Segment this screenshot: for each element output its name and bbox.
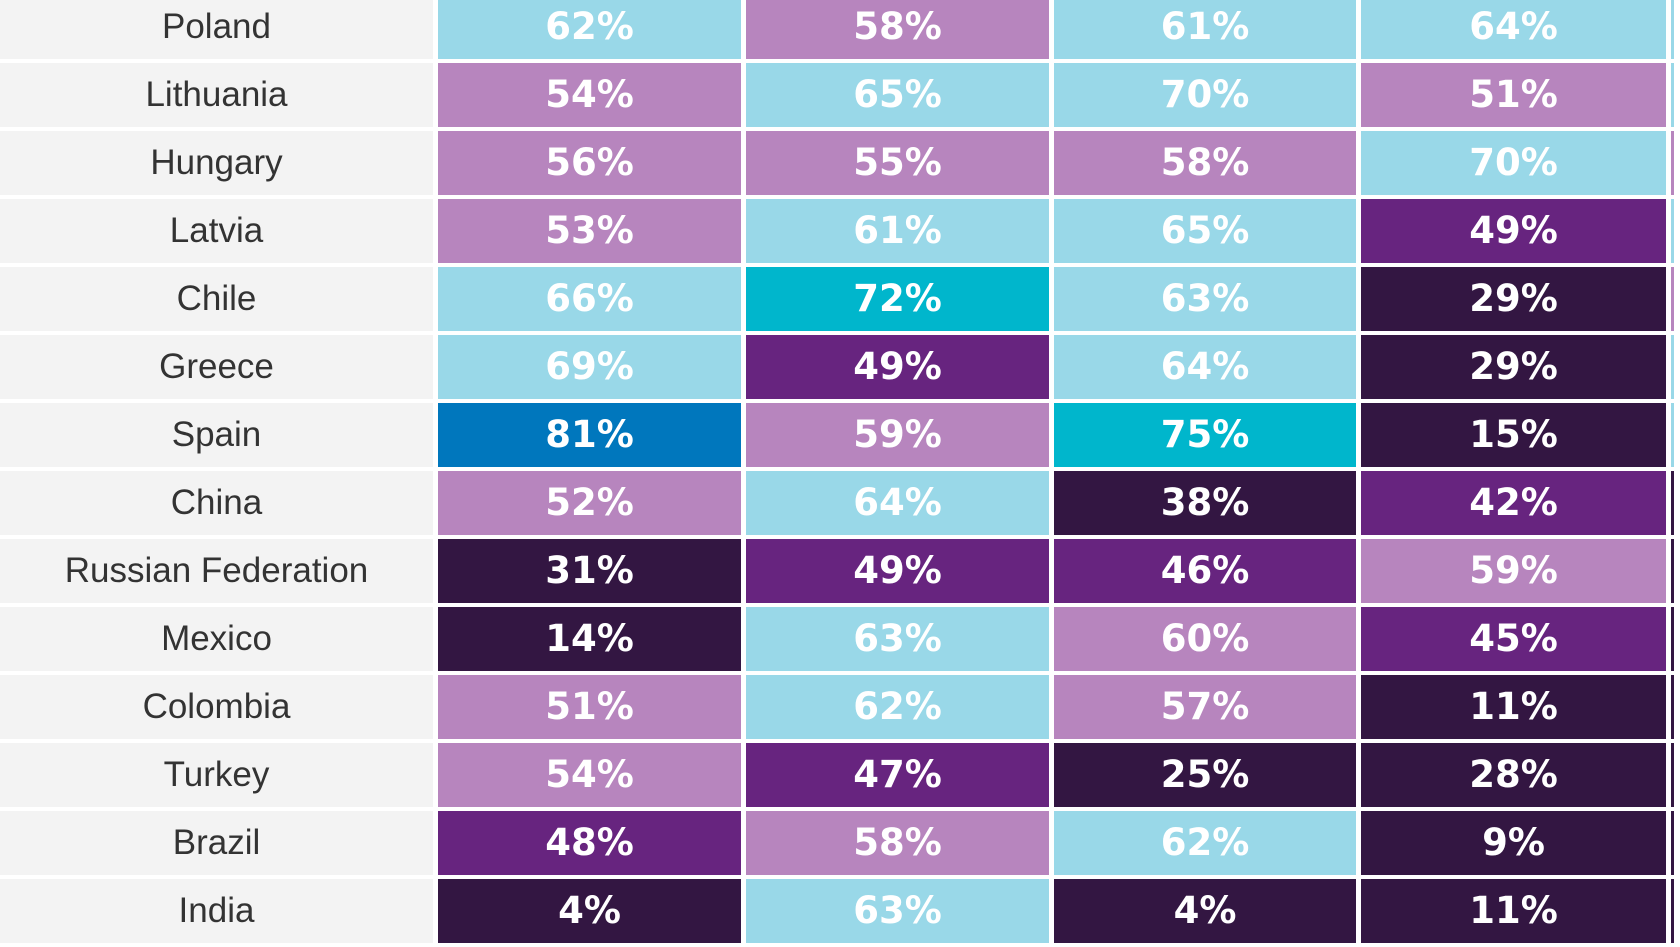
- value-cell: 51%: [438, 675, 741, 739]
- value-cell: 62%: [1054, 811, 1356, 875]
- value-cell: 48%: [438, 811, 741, 875]
- table-row: India 4% 63% 4% 11%: [0, 879, 1680, 947]
- value-cell: 53%: [438, 199, 741, 263]
- value-cell: 11%: [1361, 675, 1666, 739]
- cropped-column-edge: [1671, 199, 1680, 263]
- country-label: Brazil: [0, 811, 438, 875]
- table-row: Spain 81% 59% 75% 15%: [0, 403, 1680, 471]
- table-row: Turkey 54% 47% 25% 28%: [0, 743, 1680, 811]
- value-cell: 65%: [746, 63, 1049, 127]
- value-cell: 49%: [746, 335, 1049, 399]
- table-row: China 52% 64% 38% 42%: [0, 471, 1680, 539]
- country-label: India: [0, 879, 438, 943]
- country-label: Mexico: [0, 607, 438, 671]
- value-cell: 60%: [1054, 607, 1356, 671]
- value-cell: 75%: [1054, 403, 1356, 467]
- table-row: Chile 66% 72% 63% 29%: [0, 267, 1680, 335]
- value-cell: 15%: [1361, 403, 1666, 467]
- country-label: Turkey: [0, 743, 438, 807]
- cropped-column-edge: [1671, 675, 1680, 739]
- country-label: Greece: [0, 335, 438, 399]
- table-row: Brazil 48% 58% 62% 9%: [0, 811, 1680, 879]
- cropped-column-edge: [1671, 471, 1680, 535]
- country-label: Colombia: [0, 675, 438, 739]
- value-cell: 63%: [746, 607, 1049, 671]
- value-cell: 52%: [438, 471, 741, 535]
- value-cell: 81%: [438, 403, 741, 467]
- value-cell: 4%: [1054, 879, 1356, 943]
- table-row: Russian Federation 31% 49% 46% 59%: [0, 539, 1680, 607]
- cropped-column-edge: [1671, 743, 1680, 807]
- cropped-column-edge: [1671, 607, 1680, 671]
- cropped-column-edge: [1671, 63, 1680, 127]
- value-cell: 28%: [1361, 743, 1666, 807]
- value-cell: 31%: [438, 539, 741, 603]
- value-cell: 57%: [1054, 675, 1356, 739]
- value-cell: 55%: [746, 131, 1049, 195]
- value-cell: 54%: [438, 743, 741, 807]
- value-cell: 69%: [438, 335, 741, 399]
- value-cell: 63%: [1054, 267, 1356, 331]
- value-cell: 38%: [1054, 471, 1356, 535]
- value-cell: 9%: [1361, 811, 1666, 875]
- value-cell: 58%: [1054, 131, 1356, 195]
- value-cell: 49%: [746, 539, 1049, 603]
- value-cell: 42%: [1361, 471, 1666, 535]
- value-cell: 58%: [746, 0, 1049, 59]
- value-cell: 45%: [1361, 607, 1666, 671]
- country-label: Spain: [0, 403, 438, 467]
- value-cell: 54%: [438, 63, 741, 127]
- value-cell: 56%: [438, 131, 741, 195]
- value-cell: 61%: [1054, 0, 1356, 59]
- cropped-column-edge: [1671, 335, 1680, 399]
- value-cell: 11%: [1361, 879, 1666, 943]
- value-cell: 58%: [746, 811, 1049, 875]
- value-cell: 64%: [1054, 335, 1356, 399]
- country-label: Hungary: [0, 131, 438, 195]
- value-cell: 51%: [1361, 63, 1666, 127]
- value-cell: 63%: [746, 879, 1049, 943]
- value-cell: 61%: [746, 199, 1049, 263]
- table-row: Greece 69% 49% 64% 29%: [0, 335, 1680, 403]
- country-label: Poland: [0, 0, 438, 59]
- cropped-column-edge: [1671, 131, 1680, 195]
- cropped-column-edge: [1671, 811, 1680, 875]
- cropped-column-edge: [1671, 0, 1680, 59]
- value-cell: 64%: [1361, 0, 1666, 59]
- table-row: Mexico 14% 63% 60% 45%: [0, 607, 1680, 675]
- value-cell: 59%: [1361, 539, 1666, 603]
- cropped-column-edge: [1671, 539, 1680, 603]
- value-cell: 70%: [1361, 131, 1666, 195]
- country-label: China: [0, 471, 438, 535]
- value-cell: 70%: [1054, 63, 1356, 127]
- value-cell: 14%: [438, 607, 741, 671]
- value-cell: 25%: [1054, 743, 1356, 807]
- value-cell: 64%: [746, 471, 1049, 535]
- country-label: Lithuania: [0, 63, 438, 127]
- cropped-column-edge: [1671, 879, 1680, 943]
- value-cell: 49%: [1361, 199, 1666, 263]
- table-row: Lithuania 54% 65% 70% 51%: [0, 63, 1680, 131]
- value-cell: 62%: [746, 675, 1049, 739]
- cropped-column-edge: [1671, 267, 1680, 331]
- table-row: Colombia 51% 62% 57% 11%: [0, 675, 1680, 743]
- value-cell: 59%: [746, 403, 1049, 467]
- value-cell: 29%: [1361, 335, 1666, 399]
- cropped-column-edge: [1671, 403, 1680, 467]
- table-row: Latvia 53% 61% 65% 49%: [0, 199, 1680, 267]
- value-cell: 4%: [438, 879, 741, 943]
- value-cell: 46%: [1054, 539, 1356, 603]
- country-label: Latvia: [0, 199, 438, 263]
- value-cell: 62%: [438, 0, 741, 59]
- value-cell: 29%: [1361, 267, 1666, 331]
- table-row: Poland 62% 58% 61% 64%: [0, 0, 1680, 63]
- value-cell: 65%: [1054, 199, 1356, 263]
- country-label: Chile: [0, 267, 438, 331]
- country-label: Russian Federation: [0, 539, 438, 603]
- value-cell: 72%: [746, 267, 1049, 331]
- value-cell: 47%: [746, 743, 1049, 807]
- table-row: Hungary 56% 55% 58% 70%: [0, 131, 1680, 199]
- value-cell: 66%: [438, 267, 741, 331]
